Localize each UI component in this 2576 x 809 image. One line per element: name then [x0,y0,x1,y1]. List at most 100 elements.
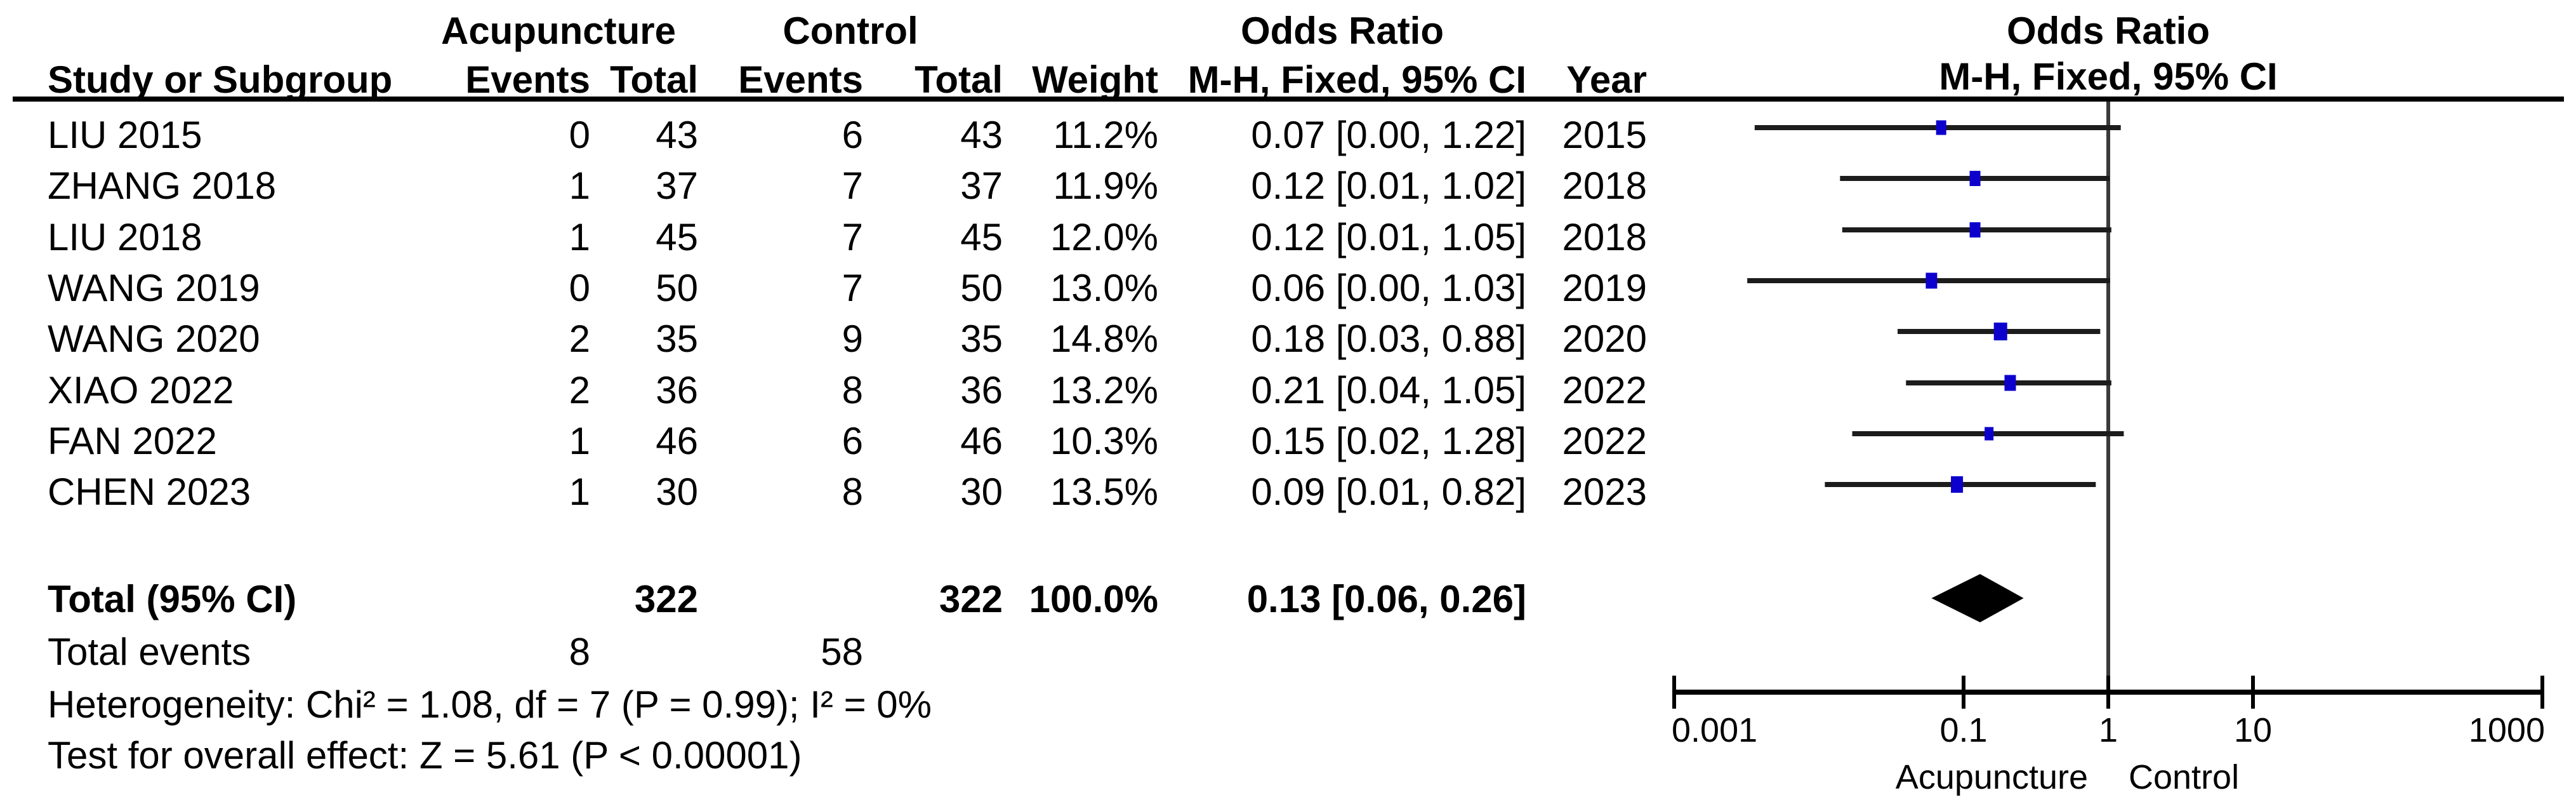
acu-total: 45 [656,216,698,258]
col-header-mh-ci: M-H, Fixed, 95% CI [1187,58,1526,101]
ctrl-events: 7 [842,164,863,207]
acu-events: 0 [569,114,590,156]
acu-total: 50 [656,267,698,309]
year: 2022 [1562,369,1647,411]
ci-line-liu-2015 [1754,125,2121,130]
year: 2022 [1562,420,1647,462]
ci-line-fan-2022 [1852,431,2124,436]
study-row-zhang-2018: ZHANG 2018 1 37 7 37 11.9% 0.12 [0.01, 1.02] 20… [0,161,1647,211]
weight: 13.2% [1050,369,1158,411]
total-events-ctrl: 58 [821,631,863,673]
col-header-year: Year [1566,58,1647,101]
x-axis-label-0.001: 0.001 [1672,711,1757,749]
col-header-study: Study or Subgroup [48,58,393,101]
acu-total: 35 [656,318,698,360]
ci-line-chen-2023 [1825,482,2096,487]
study-row-xiao-2022: XIAO 2022 2 36 8 36 13.2% 0.21 [0.04, 1.05] 202… [0,365,1647,416]
effect-square-liu-2015 [1936,120,1946,135]
group-header-odds-ratio: Odds Ratio [1240,10,1444,52]
effect-square-zhang-2018 [1969,171,1981,186]
total-acu-total: 322 [634,578,698,620]
x-axis-tick-10 [2251,676,2255,709]
total-ci-text: 0.13 [0.06, 0.26] [1246,578,1526,620]
ci-text: 0.21 [0.04, 1.05] [1251,369,1526,411]
year: 2019 [1562,267,1647,309]
study-row-liu-2018: LIU 2018 1 45 7 45 12.0% 0.12 [0.01, 1.05] 2018 [0,212,1647,263]
ci-text: 0.18 [0.03, 0.88] [1251,318,1526,360]
effect-square-wang-2020 [1993,323,2007,340]
ci-line-wang-2019 [1747,278,2110,283]
ci-text: 0.12 [0.01, 1.02] [1251,164,1526,207]
study-row-chen-2023: CHEN 2023 1 30 8 30 13.5% 0.09 [0.01, 0.82] 202… [0,467,1647,518]
ci-line-xiao-2022 [1906,380,2111,385]
ctrl-events: 8 [842,471,863,513]
acu-events: 1 [569,471,590,513]
favours-left-label: Acupuncture [1896,758,2088,796]
weight: 10.3% [1050,420,1158,462]
x-axis-label-10: 10 [2234,711,2272,749]
effect-square-xiao-2022 [2004,375,2016,391]
study-row-liu-2015: LIU 2015 0 43 6 43 11.2% 0.07 [0.00, 1.22] 2015 [0,110,1647,161]
effect-square-chen-2023 [1951,476,1964,493]
acu-events: 1 [569,420,590,462]
x-axis-tick-1 [2106,676,2110,709]
column-header-row: Study or Subgroup Events Total Events To… [0,55,1647,105]
group-header-control: Control [783,10,918,52]
null-effect-line [2106,102,2110,692]
study-name: ZHANG 2018 [48,164,277,207]
effect-square-wang-2019 [1925,272,1938,289]
year: 2023 [1562,471,1647,513]
x-axis-tick-1000 [2540,676,2544,709]
ci-line-liu-2018 [1842,227,2111,232]
ci-text: 0.15 [0.02, 1.28] [1251,420,1526,462]
acu-events: 0 [569,267,590,309]
acu-total: 43 [656,114,698,156]
x-axis-tick-0.1 [1962,676,1965,709]
acu-events: 2 [569,318,590,360]
x-axis-label-1: 1 [2099,711,2118,749]
weight: 14.8% [1050,318,1158,360]
acu-total: 36 [656,369,698,411]
study-name: CHEN 2023 [48,471,251,513]
ci-text: 0.06 [0.00, 1.03] [1251,267,1526,309]
weight: 13.5% [1050,471,1158,513]
ctrl-total: 50 [960,267,1003,309]
x-axis-line [1672,690,2544,695]
x-axis-tick-0.001 [1672,676,1676,709]
ci-text: 0.12 [0.01, 1.05] [1251,216,1526,258]
group-header-acupuncture: Acupuncture [440,10,677,52]
acu-total: 37 [656,164,698,207]
acu-total: 46 [656,420,698,462]
ctrl-total: 37 [960,164,1003,207]
plot-subtitle-mh-ci: M-H, Fixed, 95% CI [1939,55,2278,98]
ctrl-total: 46 [960,420,1003,462]
year: 2015 [1562,114,1647,156]
weight: 11.2% [1053,114,1158,156]
col-header-ctrl-events: Events [738,58,863,101]
total-ctrl-total: 322 [939,578,1003,620]
ctrl-total: 30 [960,471,1003,513]
year: 2018 [1562,164,1647,207]
study-name: WANG 2019 [48,267,260,309]
study-name: FAN 2022 [48,420,217,462]
ctrl-total: 43 [960,114,1003,156]
study-name: LIU 2015 [48,114,202,156]
ctrl-total: 36 [960,369,1003,411]
header-underline [13,97,2564,102]
year: 2020 [1562,318,1647,360]
col-header-acu-events: Events [465,58,590,101]
total-events-acu: 8 [569,631,590,673]
weight: 12.0% [1050,216,1158,258]
study-row-fan-2022: FAN 2022 1 46 6 46 10.3% 0.15 [0.02, 1.28] 2022 [0,416,1647,467]
study-name: XIAO 2022 [48,369,234,411]
total-row: Total (95% CI) 322 322 100.0% 0.13 [0.06… [0,574,1647,625]
ci-line-wang-2020 [1898,329,2101,334]
col-header-acu-total: Total [610,58,698,101]
ctrl-events: 7 [842,216,863,258]
ctrl-events: 9 [842,318,863,360]
ctrl-events: 8 [842,369,863,411]
ctrl-total: 35 [960,318,1003,360]
weight: 11.9% [1053,164,1158,207]
study-row-wang-2019: WANG 2019 0 50 7 50 13.0% 0.06 [0.00, 1.03] 201… [0,263,1647,314]
ctrl-events: 6 [842,114,863,156]
